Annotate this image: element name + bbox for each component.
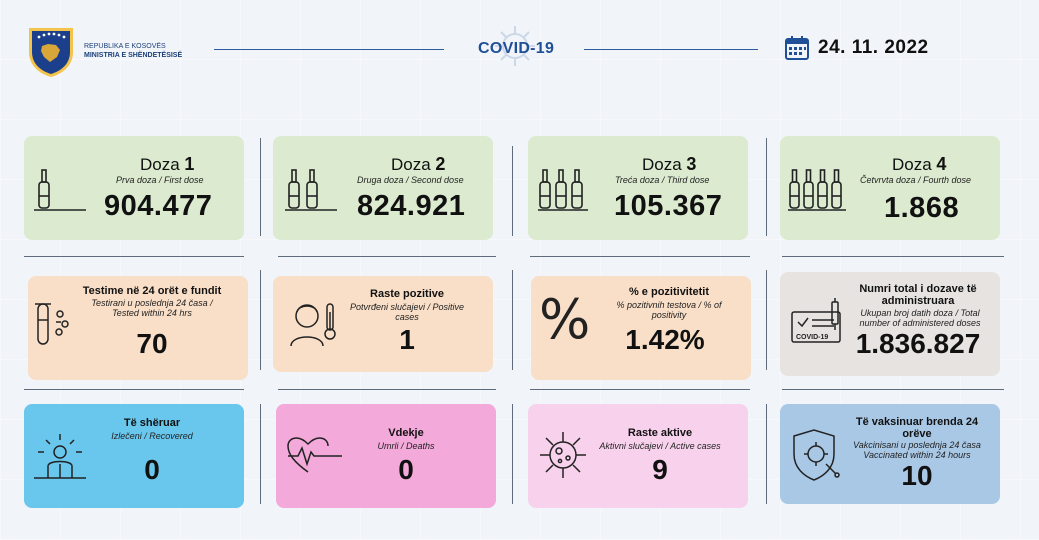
dose-number: 1 xyxy=(184,154,195,174)
recovered-value: 0 xyxy=(144,454,160,485)
divider-v2-row3 xyxy=(512,404,513,504)
dose-label: Doza xyxy=(892,155,932,174)
dose-4-title: Doza 4 xyxy=(892,154,946,175)
dose-3-value: 105.367 xyxy=(614,190,723,222)
positive-card: Raste pozitive Potvrđeni slučajevi / Pos… xyxy=(273,276,493,372)
divider-v2-row1 xyxy=(512,146,513,236)
divider-v2-row2 xyxy=(512,270,513,370)
vaccine-certificate-icon: COVID-19 xyxy=(791,298,841,343)
vaccinated-24h-title: Të vaksinuar brenda 24 orëve xyxy=(855,416,979,440)
virus-icon xyxy=(540,432,586,478)
heart-pulse-icon xyxy=(287,437,342,473)
deaths-card: Vdekje Umrli / Deaths 0 xyxy=(276,404,496,508)
header-line-left xyxy=(214,49,444,50)
recovered-title: Të shëruar xyxy=(123,417,181,429)
ministry-line-2: MINISTRIA E SHËNDETËSISË xyxy=(84,52,183,59)
dose-number: 2 xyxy=(435,154,446,174)
ministry-logo: REPUBLIKA E KOSOVËS MINISTRIA E SHËNDETË… xyxy=(26,24,182,78)
vial-icon xyxy=(34,169,86,211)
deaths-sub: Umrli / Deaths xyxy=(377,441,435,451)
dose-4-sub: Četvrvta doza / Fourth dose xyxy=(860,175,972,185)
page-title: COVID-19 xyxy=(478,40,555,57)
divider-h6 xyxy=(278,389,496,390)
two-vials-icon xyxy=(285,169,337,211)
four-vials-icon xyxy=(788,169,846,211)
dose-4-value: 1.868 xyxy=(884,192,960,224)
dose-2-card: Doza 2 Druga doza / Second dose 824.921 xyxy=(273,136,493,240)
report-date: 24. 11. 2022 xyxy=(784,35,929,61)
tests-sub: Testirani u poslednja 24 časa / Tested w… xyxy=(91,298,213,318)
dose-3-sub: Treća doza / Third dose xyxy=(615,175,710,185)
divider-h8 xyxy=(782,389,1004,390)
kosovo-shield-icon xyxy=(29,28,73,77)
dose-2-title: Doza 2 xyxy=(391,154,445,175)
vaccinated-24h-value: 10 xyxy=(901,460,933,491)
positive-sub: Potvrđeni slučajevi / Positive cases xyxy=(349,302,465,322)
positive-title: Raste pozitive xyxy=(370,288,444,300)
divider-h2 xyxy=(278,256,496,257)
divider-h4 xyxy=(782,256,1004,257)
divider-v1-row2 xyxy=(260,270,261,370)
percent-icon: % xyxy=(539,288,591,351)
total-doses-value: 1.836.827 xyxy=(855,328,981,359)
recovered-card: Të shëruar Izlečeni / Recovered 0 xyxy=(24,404,244,508)
vaccinated-24h-card: Të vaksinuar brenda 24 orëve Vakcinisani… xyxy=(780,404,1000,504)
dose-number: 3 xyxy=(686,154,697,174)
dose-1-sub: Prva doza / First dose xyxy=(116,175,204,185)
covid-card-label: COVID-19 xyxy=(796,334,828,341)
dose-1-title: Doza 1 xyxy=(140,154,194,175)
active-card: Raste aktive Aktivni slučajevi / Active … xyxy=(528,404,748,508)
total-doses-card: COVID-19 Numri total i dozave të adminis… xyxy=(780,272,1000,376)
dose-2-sub: Druga doza / Second dose xyxy=(357,175,464,185)
virus-watermark-icon xyxy=(495,26,535,66)
date-text: 24. 11. 2022 xyxy=(818,37,929,58)
ministry-name: REPUBLIKA E KOSOVËS MINISTRIA E SHËNDETË… xyxy=(84,42,182,60)
recovered-sub: Izlečeni / Recovered xyxy=(111,431,193,441)
ministry-line-1: REPUBLIKA E KOSOVËS xyxy=(84,43,166,50)
dose-1-value: 904.477 xyxy=(104,190,213,222)
divider-h3 xyxy=(530,256,750,257)
shield-virus-icon xyxy=(793,429,840,481)
test-tube-icon xyxy=(35,303,69,345)
vaccinated-24h-sub: Vakcinisani u poslednja 24 časa Vaccinat… xyxy=(853,440,981,460)
dose-label: Doza xyxy=(391,155,431,174)
tests-value: 70 xyxy=(136,328,168,359)
divider-h7 xyxy=(530,389,750,390)
divider-v3-row2 xyxy=(766,270,767,370)
dose-label: Doza xyxy=(140,155,180,174)
three-vials-icon xyxy=(538,169,588,211)
header: REPUBLIKA E KOSOVËS MINISTRIA E SHËNDETË… xyxy=(0,0,1039,100)
dose-1-card: Doza 1 Prva doza / First dose 904.477 xyxy=(24,136,244,240)
deaths-value: 0 xyxy=(398,454,414,485)
divider-v3-row3 xyxy=(766,404,767,504)
positivity-value: 1.42% xyxy=(625,324,705,355)
total-doses-title: Numri total i dozave të administruara xyxy=(859,283,977,307)
calendar-icon xyxy=(785,36,809,60)
deaths-title: Vdekje xyxy=(388,427,424,439)
active-value: 9 xyxy=(652,454,668,485)
divider-v1-row1 xyxy=(260,138,261,236)
dose-4-card: Doza 4 Četvrvta doza / Fourth dose 1.868 xyxy=(780,136,1000,240)
divider-v1-row3 xyxy=(260,404,261,504)
total-doses-sub: Ukupan broj datih doza / Total number of… xyxy=(859,308,981,328)
header-line-right xyxy=(584,49,758,50)
dose-2-value: 824.921 xyxy=(357,190,466,222)
fever-person-icon xyxy=(290,303,336,347)
dose-number: 4 xyxy=(936,154,947,174)
divider-h5 xyxy=(24,389,244,390)
divider-v3-row1 xyxy=(766,138,767,236)
dose-label: Doza xyxy=(642,155,682,174)
dose-3-card: Doza 3 Treća doza / Third dose 105.367 xyxy=(528,136,748,240)
positive-value: 1 xyxy=(399,324,415,355)
positivity-title: % e pozitivitetit xyxy=(628,286,710,298)
dose-3-title: Doza 3 xyxy=(642,154,696,175)
tests-card: Testime në 24 orët e fundit Testirani u … xyxy=(28,276,248,380)
positivity-card: % % e pozitivitetit % pozitivnih testova… xyxy=(531,276,751,380)
active-title: Raste aktive xyxy=(627,427,693,439)
divider-h1 xyxy=(24,256,244,257)
tests-title: Testime në 24 orët e fundit xyxy=(82,285,222,297)
positivity-sub: % pozitivnih testova / % of positivity xyxy=(616,300,722,320)
recovered-person-icon xyxy=(34,434,86,479)
active-sub: Aktivni slučajevi / Active cases xyxy=(599,441,721,451)
